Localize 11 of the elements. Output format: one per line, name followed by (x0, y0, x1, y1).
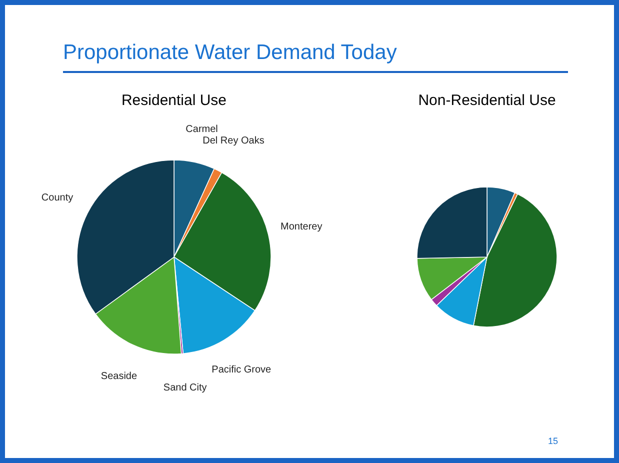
chart-title: Residential Use (121, 92, 227, 109)
slice-label: Monterey (280, 221, 322, 232)
text: 15 (548, 436, 558, 446)
slice-label: Seaside (100, 370, 138, 382)
slice-label: Del Rey Oaks (202, 135, 264, 146)
chart-title: Non-Residential Use (418, 92, 556, 109)
slice-label: County (41, 192, 74, 204)
slice-label: Sand City (163, 382, 207, 394)
text: Proportionate Water Demand Today (63, 41, 397, 65)
slice-label: Carmel (186, 124, 218, 135)
slice-label: Pacific Grove (212, 364, 272, 376)
